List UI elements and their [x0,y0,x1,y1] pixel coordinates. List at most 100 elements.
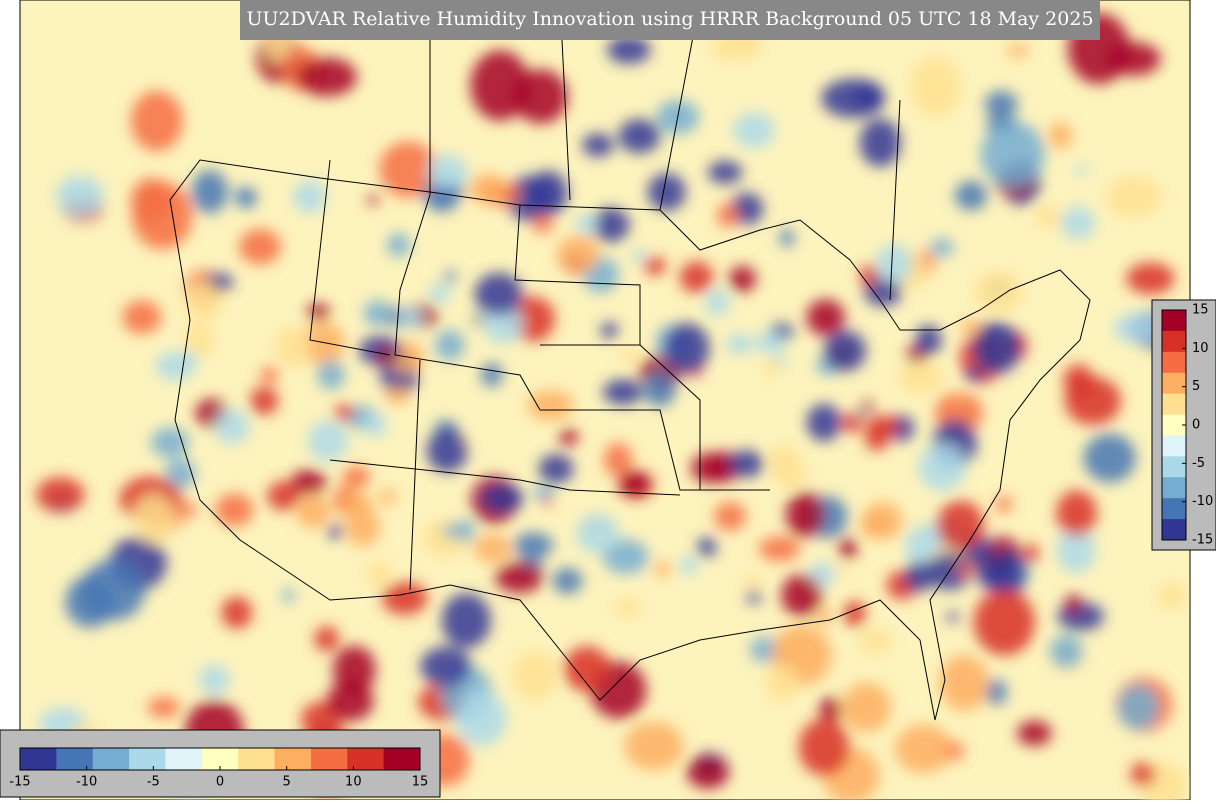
field-blob [443,271,457,283]
field-blob [1056,490,1097,537]
field-blob [221,596,253,629]
field-blob [824,330,867,371]
field-blob [707,160,743,184]
field-blob [132,493,177,544]
field-blob [512,650,558,701]
field-blob [985,679,1008,705]
field-blob [1017,720,1052,746]
field-blob [771,457,807,488]
field-blob [282,588,295,603]
field-blob [291,469,327,495]
field-blob [314,626,340,652]
field-blob [843,600,867,627]
colorbar-tick-label: 5 [283,775,291,790]
field-blob [293,180,326,214]
colorbar-swatch [1162,434,1186,457]
field-blob [1126,262,1175,295]
field-blob [955,562,977,577]
field-blob [862,502,903,540]
field-blob [367,560,392,588]
field-blob [779,229,795,247]
colorbar-swatch [274,748,312,770]
field-blob [1022,544,1040,563]
field-blob [717,203,739,228]
field-blob [165,458,196,489]
field-blob [697,537,717,557]
field-blob [730,192,764,225]
field-blob [838,537,857,560]
field-blob [643,256,667,275]
field-blob [576,513,620,554]
field-blob [533,485,555,501]
field-blob [980,323,1000,339]
field-blob [1056,528,1096,573]
field-blob [1064,594,1082,615]
colorbar-tick-label: 0 [216,775,224,790]
field-blob [965,368,984,382]
title-box [240,0,1100,40]
field-blob [865,415,901,437]
colorbar-tick-label: -15 [9,775,30,790]
field-blob [513,532,554,559]
field-blob [836,566,851,577]
field-blob [758,536,801,562]
field-blob [184,280,222,323]
field-blob [819,697,842,723]
field-blob [679,261,714,294]
colorbar-tick-label: -10 [1192,494,1213,509]
colorbar-swatch [165,748,203,770]
field-blob [380,488,396,506]
colorbar-swatch [383,748,421,770]
field-blob [130,177,171,224]
field-blob [122,300,162,334]
field-blob [690,452,730,484]
colorbar-tick-label: 5 [1192,379,1200,394]
colorbar-swatch [238,748,276,770]
colorbar-tick-label: -10 [76,775,97,790]
field-blob [980,121,1045,189]
field-blob [36,477,85,513]
field-blob [939,654,989,712]
field-blob [386,386,410,405]
field-blob [306,303,330,321]
field-blob [442,524,461,538]
map-title: UU2DVAR Relative Humidity Innovation usi… [246,8,1093,30]
field-blob [296,57,357,97]
colorbar-swatch [129,748,166,770]
field-blob [364,411,386,438]
field-blob [473,533,512,563]
field-blob [841,412,864,433]
field-blob [728,450,765,478]
field-blob [214,409,250,445]
colorbar-tick-label: 15 [1192,303,1209,318]
field-blob [733,112,775,148]
field-blob [538,454,574,484]
field-blob [420,646,471,687]
field-blob [56,175,104,218]
field-blob [620,348,640,364]
colorbar-tick-label: -15 [1192,533,1213,548]
field-blob [65,575,115,628]
colorbar-swatch [1162,455,1186,478]
field-blob [898,362,945,394]
field-blob [377,346,394,366]
colorbar-swatch [347,748,385,770]
field-blob [552,567,583,594]
field-blob [960,319,985,336]
field-blob [806,403,842,442]
field-blob [274,326,312,368]
colorbar-swatch [1162,393,1186,415]
field-blob [381,581,428,615]
field-blob [1006,44,1029,58]
field-blob [841,682,892,733]
field-blob [456,690,507,746]
field-blob [426,428,468,473]
field-blob [602,379,643,405]
field-blob [930,238,954,257]
field-blob [946,612,960,622]
field-blob [1158,582,1185,610]
field-blob [816,608,832,627]
field-blob [806,299,845,336]
colorbar-tick-label: 15 [412,775,429,790]
